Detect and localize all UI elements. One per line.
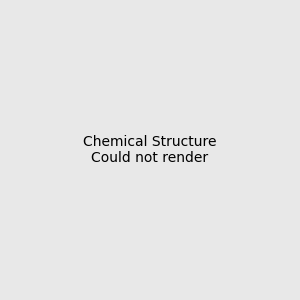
Text: Chemical Structure
Could not render: Chemical Structure Could not render	[83, 135, 217, 165]
